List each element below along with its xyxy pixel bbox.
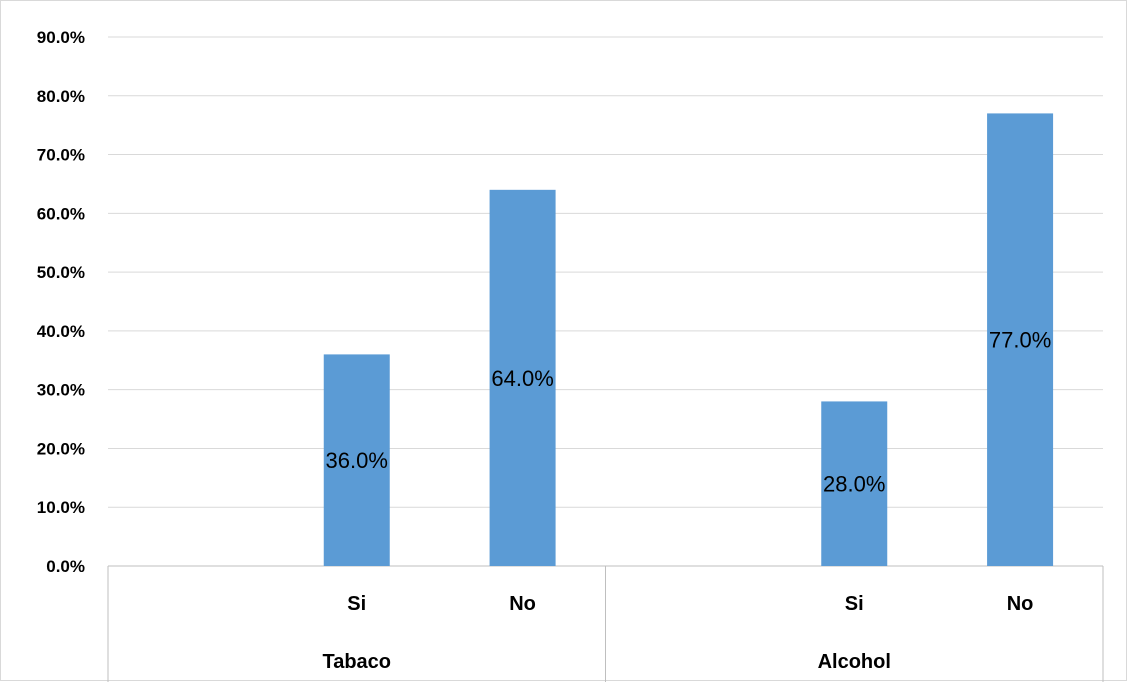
y-tick-label: 90.0% bbox=[37, 28, 85, 47]
y-tick-label: 80.0% bbox=[37, 87, 85, 106]
y-tick-label: 50.0% bbox=[37, 263, 85, 282]
y-tick-label: 20.0% bbox=[37, 439, 85, 458]
data-label: 64.0% bbox=[491, 366, 553, 391]
bars bbox=[323, 113, 1054, 567]
data-label: 28.0% bbox=[823, 472, 885, 497]
x-group-label: Alcohol bbox=[818, 651, 891, 673]
y-tick-label: 40.0% bbox=[37, 322, 85, 341]
bar bbox=[489, 189, 556, 567]
bar bbox=[821, 401, 888, 566]
data-label: 77.0% bbox=[989, 328, 1051, 353]
bar bbox=[987, 113, 1054, 567]
data-labels: 36.0% 64.0% 28.0% 77.0% bbox=[326, 328, 1052, 497]
x-axis: Si No Tabaco Si No Alcohol bbox=[107, 566, 1104, 682]
data-label: 36.0% bbox=[326, 448, 388, 473]
y-tick-label: 30.0% bbox=[37, 381, 85, 400]
y-tick-label: 60.0% bbox=[37, 204, 85, 223]
x-category-label: No bbox=[1007, 593, 1034, 615]
x-category-label: Si bbox=[845, 593, 864, 615]
bar bbox=[323, 354, 390, 566]
y-tick-label: 0.0% bbox=[46, 557, 85, 576]
y-axis-ticks: 0.0% 10.0% 20.0% 30.0% 40.0% 50.0% 60.0% 70.0% 8… bbox=[37, 28, 85, 576]
x-category-label: No bbox=[509, 593, 536, 615]
x-group-label: Tabaco bbox=[322, 651, 391, 673]
x-category-label: Si bbox=[347, 593, 366, 615]
y-tick-label: 70.0% bbox=[37, 146, 85, 165]
y-tick-label: 10.0% bbox=[37, 498, 85, 517]
gridlines bbox=[108, 36, 1103, 567]
